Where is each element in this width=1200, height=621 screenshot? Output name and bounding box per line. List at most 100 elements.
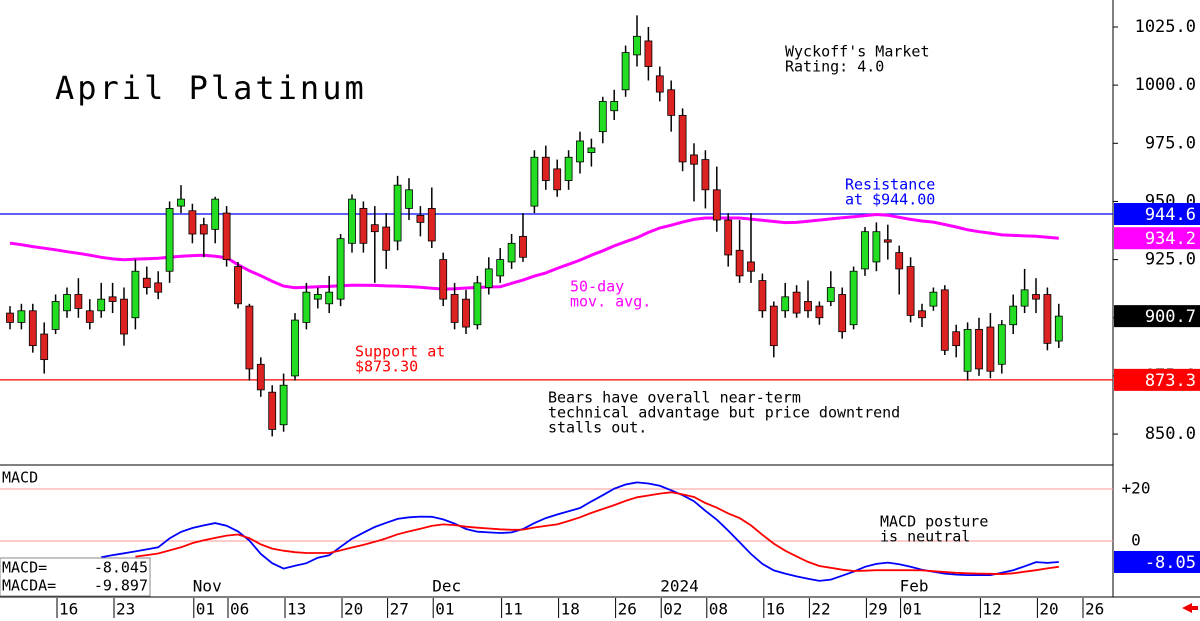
y-tick-label: 850.0 <box>1145 424 1196 444</box>
candle-body <box>336 238 345 300</box>
annotation: $873.30 <box>355 358 418 376</box>
annotation: mov. avg. <box>570 293 651 311</box>
panel-title: MACD <box>2 469 38 487</box>
candle-body <box>940 289 949 351</box>
y-tick-label: 925.0 <box>1145 250 1196 270</box>
candle-body <box>724 219 733 256</box>
value-box-label: 944.6 <box>1145 205 1196 225</box>
x-tick-label: 11 <box>504 600 523 619</box>
candle-body <box>279 384 288 426</box>
annotation: Support at <box>355 343 445 361</box>
candle-body <box>701 159 710 191</box>
candle-body <box>131 270 140 319</box>
x-tick-label: 26 <box>618 600 637 619</box>
x-tick-label: 08 <box>709 600 728 619</box>
y-tick-label: 1025.0 <box>1135 17 1196 37</box>
candle-body <box>393 184 402 242</box>
candle-body <box>268 391 277 430</box>
candle-body <box>963 328 972 372</box>
candle-body <box>1032 294 1040 300</box>
candle-body <box>51 301 60 330</box>
candle-body <box>541 156 550 181</box>
x-tick-label: 01 <box>196 600 215 619</box>
y-tick-label: +20 <box>1122 478 1151 497</box>
candle-body <box>188 210 197 235</box>
legend-value: -8.045 <box>94 559 148 577</box>
candle-body <box>644 40 653 67</box>
candle-body <box>986 326 995 372</box>
x-tick-label: 16 <box>766 600 785 619</box>
x-tick-label: 22 <box>811 600 830 619</box>
candle-body <box>530 156 539 207</box>
candle-body <box>108 296 117 302</box>
candle-body <box>222 212 231 260</box>
candle-body <box>564 156 573 181</box>
candle-body <box>405 189 413 209</box>
candle-body <box>17 310 26 323</box>
candle-body <box>895 252 904 270</box>
month-label: 2024 <box>660 577 699 596</box>
candle-body <box>348 198 356 244</box>
candle-body <box>667 89 676 116</box>
candle-body <box>427 208 436 242</box>
annotation: at $944.00 <box>845 191 935 209</box>
x-tick-label: 06 <box>230 600 249 619</box>
legend-name: MACDA= <box>2 577 56 595</box>
x-tick-label: 26 <box>1085 600 1104 619</box>
legend-value: -9.897 <box>94 577 148 595</box>
x-tick-label: 01 <box>903 600 922 619</box>
x-tick-label: 01 <box>435 600 454 619</box>
candle-body <box>633 35 641 56</box>
candle-body <box>792 291 801 314</box>
annotation: 50-day <box>570 278 624 296</box>
value-box <box>1114 550 1200 573</box>
x-tick-label: 18 <box>561 600 580 619</box>
candle-body <box>1054 315 1063 342</box>
candle-body <box>40 333 49 361</box>
candle-body <box>302 291 311 323</box>
chart-title: April Platinum <box>55 69 367 107</box>
candle-body <box>872 231 881 263</box>
x-tick-label: 27 <box>390 600 409 619</box>
x-tick-label: 12 <box>982 600 1001 619</box>
candle-body <box>234 266 242 305</box>
annotation: stalls out. <box>548 419 647 437</box>
value-box-label: 873.3 <box>1145 371 1196 391</box>
candle-body <box>690 154 698 165</box>
legend-box <box>0 557 151 597</box>
candle-body <box>97 298 106 312</box>
month-label: Feb <box>900 577 929 596</box>
candle-body <box>883 239 892 243</box>
macd-line <box>135 491 1059 576</box>
candle-body <box>553 168 562 191</box>
value-box <box>1114 368 1200 391</box>
candle-body <box>462 298 470 328</box>
candle-body <box>256 363 265 391</box>
candle-body <box>929 291 938 307</box>
candle-body <box>165 208 174 272</box>
candle-body <box>598 101 607 133</box>
candle-body <box>416 215 425 223</box>
y-tick-label: 1000.0 <box>1135 75 1196 95</box>
candle-body <box>313 294 322 300</box>
value-box-label: 900.7 <box>1145 307 1196 327</box>
candle-body <box>769 305 778 347</box>
candle-body <box>382 226 391 251</box>
candle-body <box>655 75 664 93</box>
x-tick-label: 20 <box>344 600 363 619</box>
candle-body <box>370 224 379 233</box>
y-tick-label: 0 <box>1131 531 1141 550</box>
candle-body <box>1020 289 1029 307</box>
month-label: Nov <box>193 577 222 596</box>
candle-body <box>199 224 208 235</box>
legend-name: MACD= <box>2 559 47 577</box>
candle-body <box>120 298 128 335</box>
candle-body <box>1043 294 1052 344</box>
value-box-label: -8.05 <box>1145 553 1196 573</box>
x-tick-label: 29 <box>868 600 887 619</box>
candle-body <box>587 147 596 153</box>
candle-body <box>6 312 14 323</box>
candle-body <box>975 328 983 370</box>
candle-body <box>439 259 448 300</box>
candle-body <box>85 310 94 323</box>
